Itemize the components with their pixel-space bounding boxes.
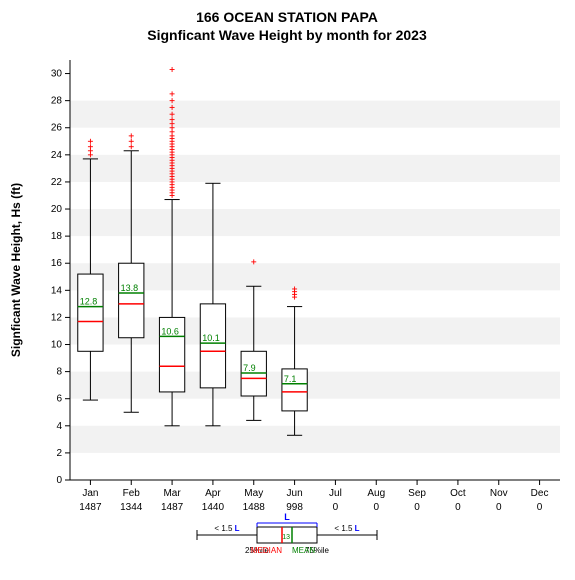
y-tick-label: 6 bbox=[56, 394, 62, 405]
mean-label: 7.1 bbox=[284, 374, 297, 384]
y-tick-label: 20 bbox=[51, 204, 63, 215]
x-count-label: 1488 bbox=[243, 502, 266, 513]
legend-wlo-label: < 1.5 L bbox=[214, 524, 239, 533]
x-tick-label: Nov bbox=[490, 488, 508, 499]
mean-label: 10.6 bbox=[161, 326, 179, 336]
legend-mean-inner: 13 bbox=[282, 534, 290, 541]
x-tick-label: Feb bbox=[123, 488, 141, 499]
chart-title-2: Signficant Wave Height by month for 2023 bbox=[147, 27, 427, 43]
x-tick-label: Oct bbox=[450, 488, 466, 499]
grid-band bbox=[70, 372, 560, 399]
x-count-label: 1487 bbox=[79, 502, 102, 513]
mean-label: 7.9 bbox=[243, 363, 256, 373]
x-tick-label: Jan bbox=[82, 488, 98, 499]
x-tick-label: Mar bbox=[163, 488, 181, 499]
box bbox=[78, 274, 103, 351]
x-count-label: 0 bbox=[373, 502, 379, 513]
x-count-label: 1440 bbox=[202, 502, 225, 513]
y-tick-label: 26 bbox=[51, 123, 63, 134]
mean-label: 13.8 bbox=[121, 283, 139, 293]
grid-band bbox=[70, 209, 560, 236]
x-tick-label: Apr bbox=[205, 488, 221, 499]
x-count-label: 0 bbox=[537, 502, 543, 513]
x-tick-label: Jun bbox=[287, 488, 303, 499]
y-tick-label: 22 bbox=[51, 177, 63, 188]
y-tick-label: 12 bbox=[51, 312, 63, 323]
y-tick-label: 28 bbox=[51, 96, 63, 107]
y-tick-label: 2 bbox=[56, 448, 62, 459]
y-tick-label: 24 bbox=[51, 150, 63, 161]
y-tick-label: 10 bbox=[51, 340, 63, 351]
y-axis-label: Signficant Wave Height, Hs (ft) bbox=[9, 183, 23, 357]
boxplot-chart: 166 OCEAN STATION PAPA Signficant Wave He… bbox=[0, 0, 575, 580]
y-tick-label: 8 bbox=[56, 367, 62, 378]
chart-title-1: 166 OCEAN STATION PAPA bbox=[196, 9, 378, 25]
x-count-label: 0 bbox=[333, 502, 339, 513]
x-tick-label: Sep bbox=[408, 488, 426, 499]
x-count-label: 1344 bbox=[120, 502, 143, 513]
y-tick-label: 30 bbox=[51, 69, 63, 80]
y-tick-label: 4 bbox=[56, 421, 62, 432]
legend-whi-label: < 1.5 L bbox=[334, 524, 359, 533]
grid-band bbox=[70, 101, 560, 128]
x-tick-label: May bbox=[244, 488, 263, 499]
grid-band bbox=[70, 155, 560, 182]
legend-median-label: MEDIAN bbox=[251, 546, 282, 555]
legend-mean-label: MEAN bbox=[292, 546, 315, 555]
x-count-label: 0 bbox=[455, 502, 461, 513]
y-tick-label: 16 bbox=[51, 258, 63, 269]
box bbox=[119, 263, 144, 338]
y-tick-label: 0 bbox=[56, 475, 62, 486]
x-count-label: 0 bbox=[496, 502, 502, 513]
y-tick-label: 18 bbox=[51, 231, 63, 242]
x-count-label: 0 bbox=[414, 502, 420, 513]
x-count-label: 1487 bbox=[161, 502, 184, 513]
grid-band bbox=[70, 426, 560, 453]
mean-label: 10.1 bbox=[202, 333, 220, 343]
box bbox=[200, 304, 225, 388]
y-tick-label: 14 bbox=[51, 285, 63, 296]
legend-iqr-label: L bbox=[284, 512, 290, 522]
x-tick-label: Jul bbox=[329, 488, 342, 499]
x-tick-label: Dec bbox=[531, 488, 549, 499]
x-tick-label: Aug bbox=[367, 488, 385, 499]
mean-label: 12.8 bbox=[80, 297, 98, 307]
